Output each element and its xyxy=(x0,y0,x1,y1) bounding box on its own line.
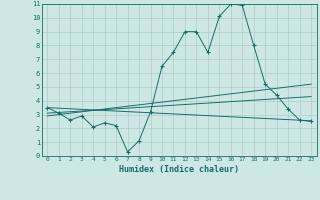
X-axis label: Humidex (Indice chaleur): Humidex (Indice chaleur) xyxy=(119,165,239,174)
